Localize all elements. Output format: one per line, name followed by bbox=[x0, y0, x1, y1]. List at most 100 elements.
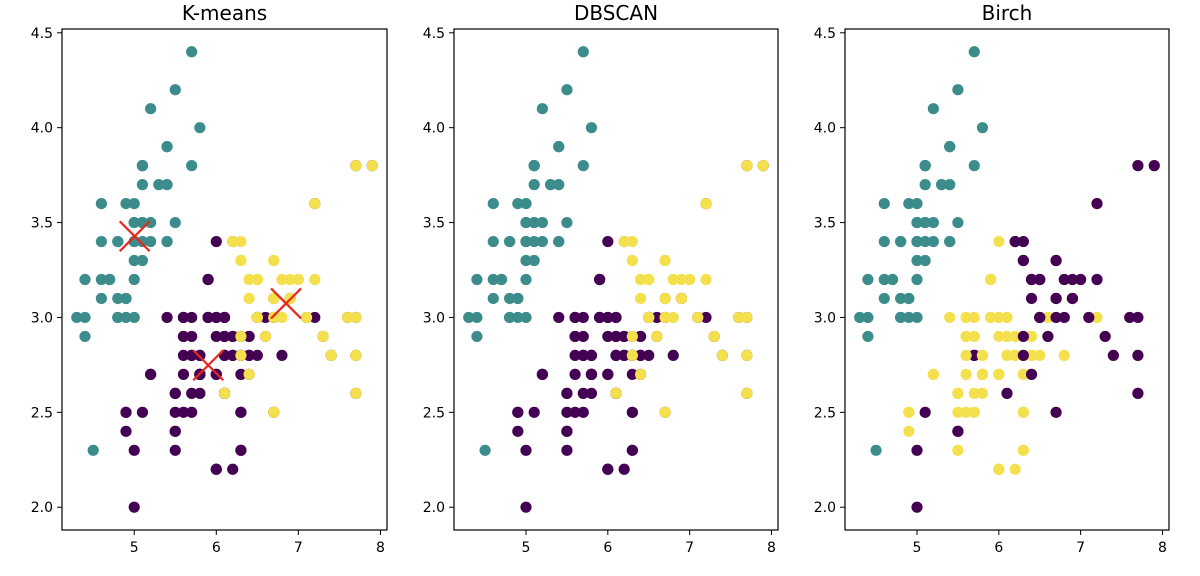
scatter-point bbox=[112, 311, 124, 324]
scatter-point bbox=[952, 387, 964, 399]
scatter-point bbox=[317, 330, 329, 343]
scatter-point bbox=[903, 292, 915, 305]
scatter-point bbox=[944, 235, 956, 248]
scatter-point bbox=[985, 311, 997, 324]
scatter-point bbox=[927, 368, 939, 380]
scatter-point bbox=[1025, 273, 1038, 286]
scatter-point bbox=[692, 311, 704, 324]
scatter-point bbox=[243, 292, 255, 305]
scatter-point bbox=[561, 387, 573, 399]
scatter-point bbox=[626, 406, 638, 418]
scatter-point bbox=[1017, 406, 1029, 418]
scatter-point bbox=[643, 311, 655, 324]
scatter-point bbox=[577, 311, 589, 324]
scatter-point bbox=[210, 311, 222, 324]
scatter-point bbox=[1017, 254, 1029, 267]
scatter-point bbox=[528, 235, 540, 248]
scatter-point bbox=[309, 273, 321, 286]
scatter-point bbox=[471, 311, 483, 324]
scatter-point bbox=[520, 444, 532, 456]
scatter-point bbox=[186, 46, 198, 58]
scatter-point bbox=[708, 330, 720, 343]
scatter-point bbox=[1025, 368, 1038, 380]
scatter-point bbox=[177, 311, 190, 324]
scatter-point bbox=[145, 235, 157, 248]
y-tick-label: 3.5 bbox=[423, 216, 445, 232]
scatter-point bbox=[634, 273, 647, 286]
scatter-point bbox=[235, 349, 247, 362]
scatter-point bbox=[95, 273, 107, 286]
scatter-point bbox=[268, 254, 280, 267]
scatter-point bbox=[618, 463, 630, 475]
scatter-point bbox=[544, 179, 557, 191]
scatter-point bbox=[895, 311, 907, 324]
scatter-point bbox=[716, 349, 728, 362]
scatter-point bbox=[602, 463, 614, 475]
scatter-point bbox=[1050, 311, 1062, 324]
scatter-point bbox=[903, 311, 915, 324]
scatter-point bbox=[1148, 160, 1160, 172]
scatter-point bbox=[128, 444, 140, 456]
scatter-point bbox=[553, 311, 565, 324]
panel-title: DBSCAN bbox=[574, 1, 658, 25]
scatter-point bbox=[659, 254, 671, 267]
scatter-point bbox=[569, 311, 581, 324]
scatter-point bbox=[350, 311, 362, 324]
x-tick-label: 6 bbox=[603, 540, 612, 556]
scatter-point bbox=[911, 197, 923, 210]
scatter-point bbox=[512, 197, 524, 210]
scatter-point bbox=[95, 235, 107, 248]
scatter-point bbox=[618, 330, 630, 343]
panel-dbscan: DBSCAN 5 6 7 8 2.0 2.5 3.0 3.5 4.0 4.5 bbox=[423, 1, 779, 556]
scatter-point bbox=[520, 197, 532, 210]
scatter-point bbox=[145, 216, 157, 229]
scatter-point bbox=[968, 46, 980, 58]
scatter-point bbox=[528, 160, 540, 172]
scatter-point bbox=[512, 292, 524, 305]
scatter-point bbox=[487, 235, 499, 248]
panel-title: Birch bbox=[982, 1, 1033, 25]
scatter-point bbox=[520, 216, 532, 229]
scatter-point bbox=[520, 311, 532, 324]
scatter-point bbox=[634, 330, 647, 343]
y-tick-label: 2.0 bbox=[423, 500, 445, 516]
scatter-point bbox=[1017, 444, 1029, 456]
scatter-point bbox=[1009, 235, 1021, 248]
scatter-point bbox=[268, 406, 280, 418]
scatter-point bbox=[968, 330, 980, 343]
scatter-point bbox=[577, 46, 589, 58]
scatter-point bbox=[626, 330, 638, 343]
scatter-point bbox=[569, 349, 581, 362]
scatter-point bbox=[227, 463, 239, 475]
scatter-point bbox=[911, 311, 923, 324]
scatter-point bbox=[235, 406, 247, 418]
scatter-point bbox=[177, 406, 190, 418]
scatter-point bbox=[634, 349, 647, 362]
scatter-point bbox=[976, 368, 989, 380]
scatter-point bbox=[218, 387, 231, 399]
scatter-point bbox=[741, 387, 753, 399]
scatter-point bbox=[561, 216, 573, 229]
y-tick-label: 4.5 bbox=[423, 26, 445, 42]
scatter-point bbox=[504, 235, 516, 248]
scatter-point bbox=[577, 330, 589, 343]
scatter-points bbox=[71, 46, 378, 513]
scatter-point bbox=[1050, 406, 1062, 418]
scatter-point bbox=[960, 368, 972, 380]
scatter-point bbox=[350, 349, 362, 362]
y-axis: 2.0 2.5 3.0 3.5 4.0 4.5 bbox=[423, 26, 454, 516]
scatter-point bbox=[243, 330, 255, 343]
scatter-point bbox=[862, 330, 874, 343]
scatter-point bbox=[169, 387, 181, 399]
scatter-point bbox=[1066, 292, 1079, 305]
scatter-point bbox=[276, 273, 288, 286]
scatter-point bbox=[243, 349, 255, 362]
x-tick-label: 5 bbox=[130, 540, 139, 556]
scatter-points bbox=[854, 46, 1160, 513]
scatter-point bbox=[1107, 349, 1119, 362]
scatter-point bbox=[1066, 273, 1079, 286]
scatter-point bbox=[136, 254, 149, 267]
scatter-point bbox=[259, 311, 272, 324]
scatter-point bbox=[594, 311, 606, 324]
y-tick-label: 2.5 bbox=[814, 405, 836, 421]
